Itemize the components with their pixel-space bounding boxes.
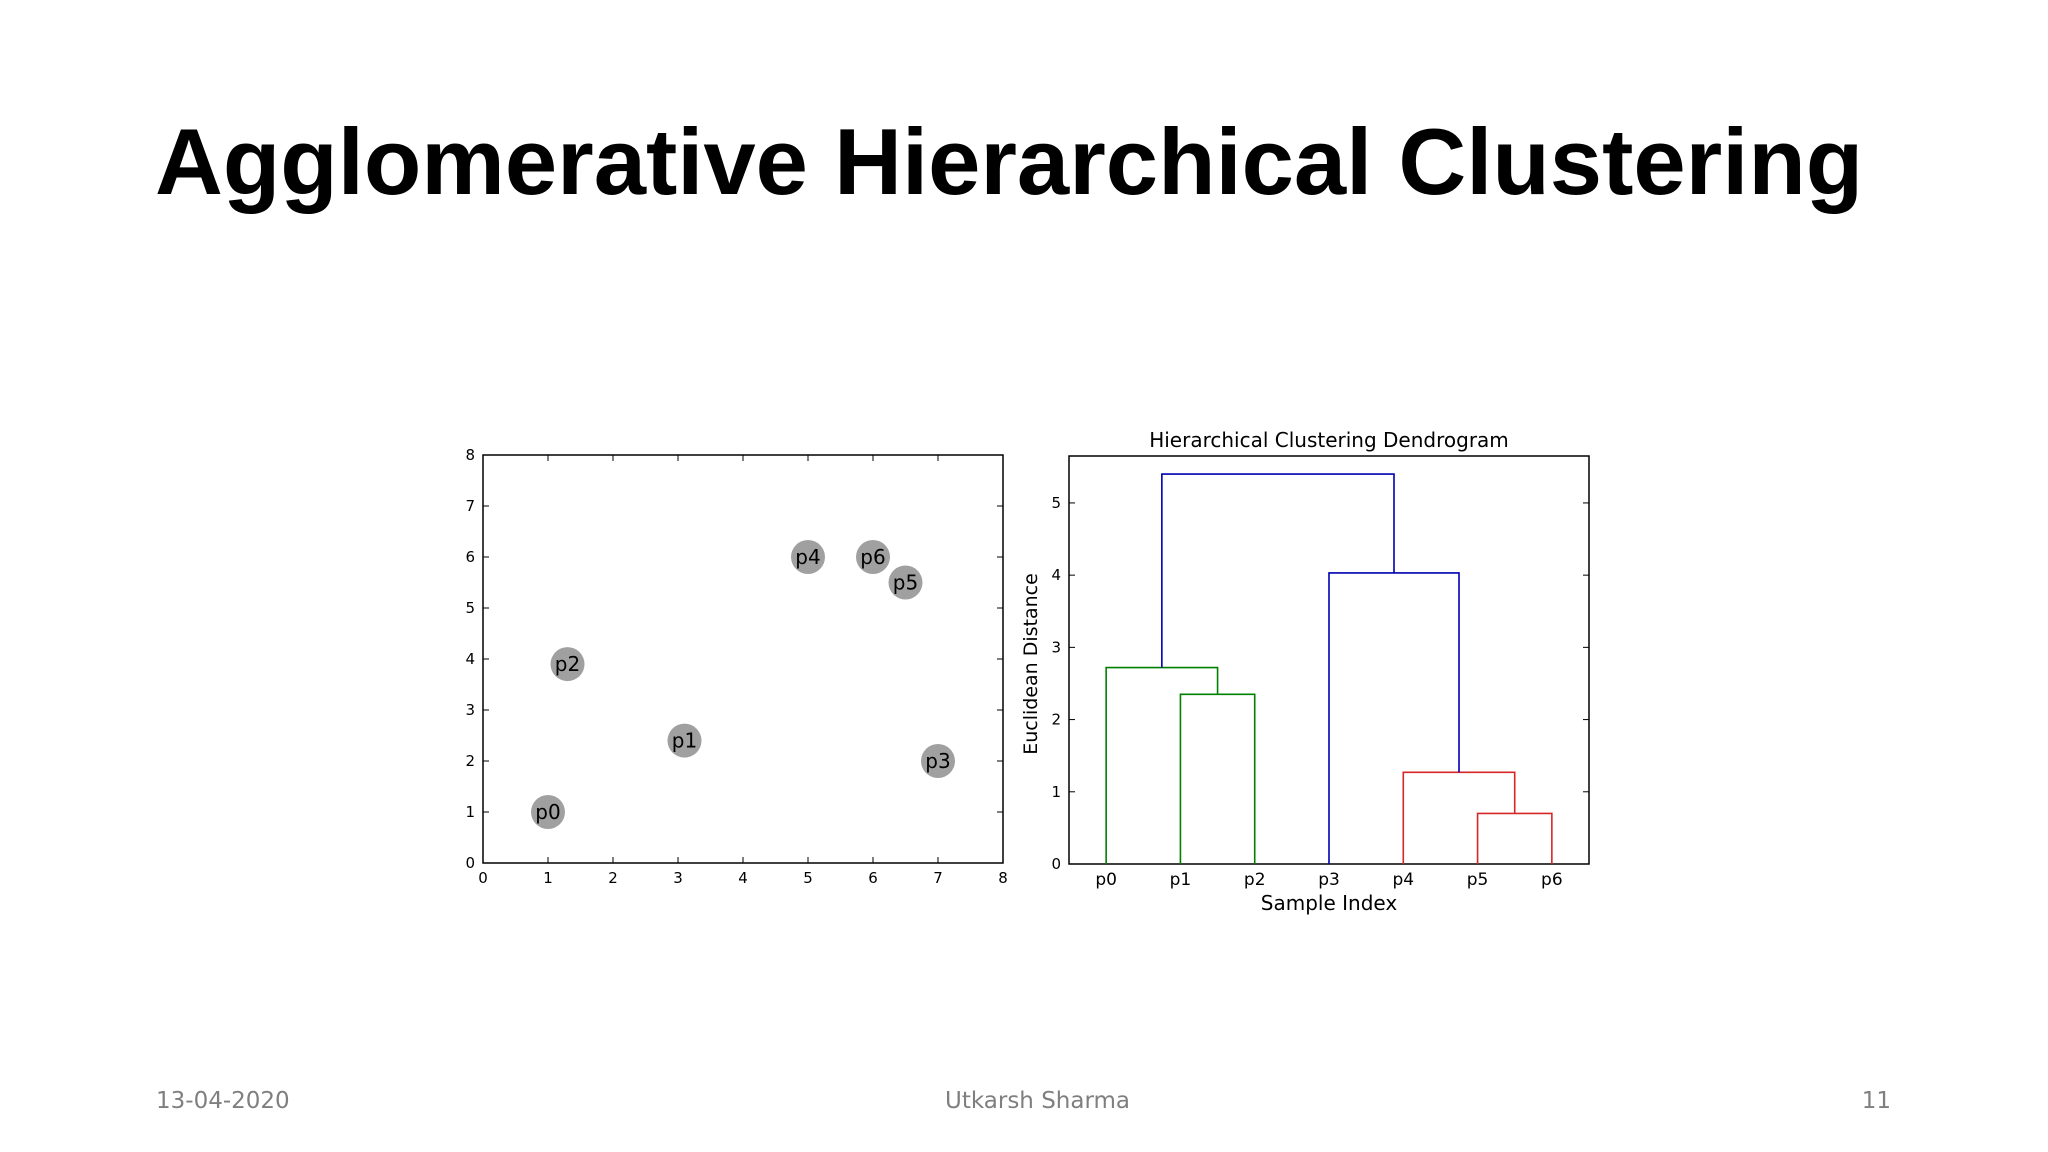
- y-tick-label: 0: [465, 854, 475, 872]
- scatter-point-label: p0: [535, 800, 560, 824]
- y-tick-label: 1: [465, 803, 475, 821]
- x-tick-label: 7: [933, 869, 943, 887]
- x-tick-label: 2: [608, 869, 618, 887]
- leaf-label-p6: p6: [1541, 870, 1563, 890]
- scatter-point-p4: [791, 540, 825, 574]
- scatter-point-label: p5: [893, 571, 918, 595]
- footer-page-number: 11: [1861, 1088, 1891, 1114]
- scatter-point-label: p3: [925, 749, 950, 773]
- y-tick-label: 7: [465, 497, 475, 515]
- scatter-point-p1: [667, 723, 702, 758]
- leaf-label-p1: p1: [1170, 870, 1192, 890]
- scatter-point-p5: [888, 565, 923, 600]
- leaf-label-p3: p3: [1318, 870, 1340, 890]
- y-tick-label: 5: [1051, 494, 1061, 512]
- y-tick-label: 2: [465, 752, 475, 770]
- scatter-plot: 0 1 2 3 4 5 6 7 8 0 1 2 3 4 5 6 7 8 p0 p1 p2 p3 p4 p5 p6: [465, 446, 1008, 887]
- x-tick-label: 1: [543, 869, 553, 887]
- y-tick-label: 1: [1051, 783, 1061, 801]
- y-tick-label: 5: [465, 599, 475, 617]
- scatter-point-label: p6: [860, 545, 885, 569]
- y-tick-label: 4: [465, 650, 475, 668]
- x-tick-label: 0: [478, 869, 488, 887]
- dendrogram-chart: Hierarchical Clustering Dendrogram 0 1 2 3 4 5…: [1020, 428, 1590, 915]
- scatter-point-p3: [921, 744, 955, 778]
- y-tick-label: 6: [465, 548, 475, 566]
- slide-title: Agglomerative Hierarchical Clustering: [155, 109, 1864, 214]
- y-axis-label: Euclidean Distance: [1020, 573, 1042, 755]
- scatter-point-p2: [550, 647, 585, 682]
- footer-author: Utkarsh Sharma: [945, 1088, 1131, 1114]
- y-tick-label: 0: [1051, 855, 1061, 873]
- x-tick-label: 5: [803, 869, 813, 887]
- leaf-label-p2: p2: [1244, 870, 1266, 890]
- dendrogram-link-3: [1179, 693, 1256, 864]
- x-tick-label: 8: [998, 869, 1008, 887]
- footer-date: 13-04-2020: [156, 1088, 290, 1114]
- scatter-point-label: p1: [672, 729, 697, 753]
- x-tick-label: 6: [868, 869, 878, 887]
- y-tick-label: 8: [465, 446, 475, 464]
- scatter-point-p0: [531, 795, 565, 829]
- y-tick-label: 3: [465, 701, 475, 719]
- y-tick-label: 3: [1051, 638, 1061, 656]
- leaf-label-p5: p5: [1467, 870, 1489, 890]
- scatter-point-p6: [856, 540, 890, 574]
- leaf-label-p0: p0: [1095, 870, 1117, 890]
- scatter-point-label: p4: [795, 545, 820, 569]
- dendrogram-link-6: [1161, 473, 1395, 668]
- y-tick-label: 2: [1051, 711, 1061, 729]
- x-tick-label: 4: [738, 869, 748, 887]
- x-axis-label: Sample Index: [1261, 891, 1398, 915]
- scatter-point-label: p2: [555, 652, 580, 676]
- x-tick-label: 3: [673, 869, 683, 887]
- dendrogram-link-2: [1402, 771, 1516, 864]
- leaf-label-p4: p4: [1392, 870, 1414, 890]
- dendrogram-title: Hierarchical Clustering Dendrogram: [1149, 428, 1509, 452]
- y-tick-label: 4: [1051, 566, 1061, 584]
